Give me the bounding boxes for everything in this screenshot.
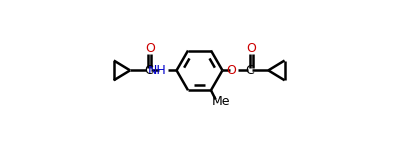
Text: C: C: [246, 64, 254, 77]
Text: O: O: [145, 43, 155, 56]
Text: O: O: [247, 43, 257, 56]
Text: O: O: [226, 64, 236, 77]
Text: Me: Me: [212, 95, 230, 108]
Text: NH: NH: [148, 64, 167, 77]
Text: C: C: [144, 64, 153, 77]
